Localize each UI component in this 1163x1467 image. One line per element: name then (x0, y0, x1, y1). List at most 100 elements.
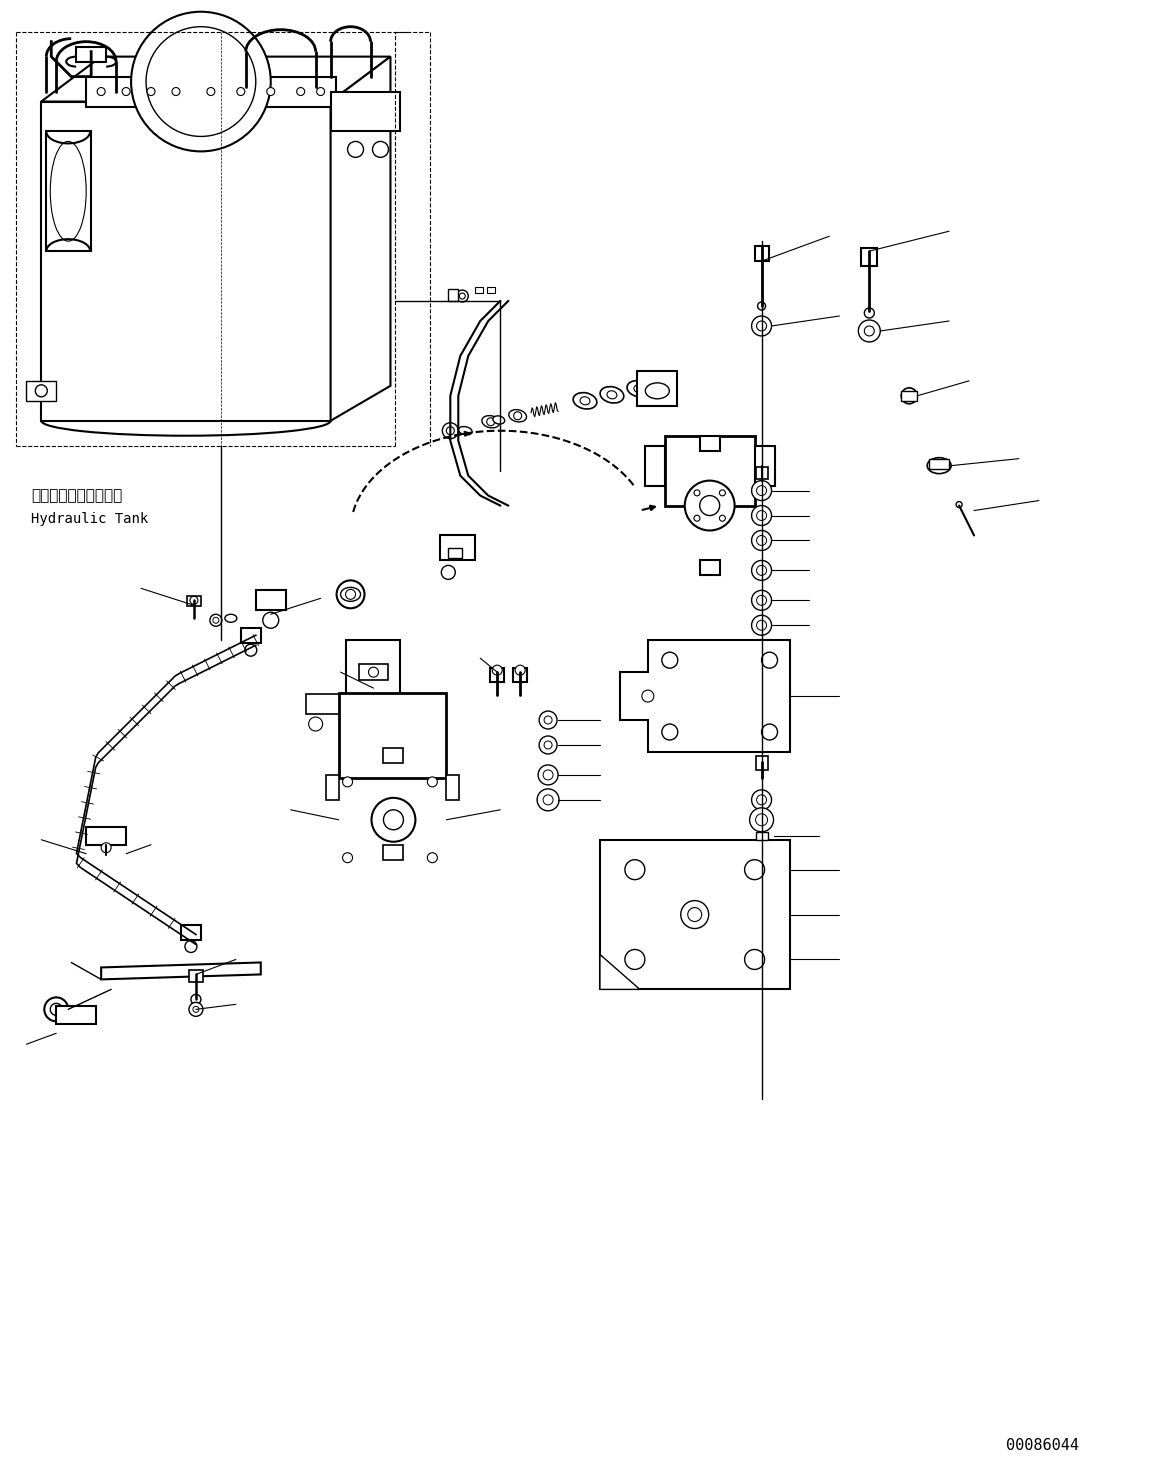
Circle shape (757, 535, 766, 546)
Ellipse shape (481, 415, 500, 428)
Circle shape (207, 88, 215, 95)
Bar (491, 667, 505, 682)
Circle shape (308, 717, 322, 731)
Circle shape (540, 736, 557, 754)
Ellipse shape (600, 387, 623, 403)
Circle shape (514, 412, 522, 420)
Circle shape (237, 88, 244, 95)
Bar (86, 76, 336, 107)
Circle shape (372, 141, 388, 157)
Polygon shape (42, 101, 330, 421)
Circle shape (744, 860, 764, 880)
Circle shape (543, 770, 554, 780)
Bar (358, 665, 388, 681)
Bar (56, 1006, 97, 1024)
Ellipse shape (508, 409, 527, 422)
Circle shape (404, 717, 418, 731)
Circle shape (757, 302, 765, 310)
Circle shape (263, 612, 279, 628)
Circle shape (190, 596, 198, 604)
Bar (330, 91, 400, 132)
Circle shape (744, 949, 764, 970)
Circle shape (266, 88, 274, 95)
Polygon shape (330, 57, 391, 421)
Bar (929, 459, 949, 468)
Circle shape (625, 949, 644, 970)
Bar (181, 924, 201, 939)
Circle shape (515, 665, 526, 675)
Circle shape (487, 418, 494, 425)
Ellipse shape (645, 383, 669, 399)
Bar (350, 695, 395, 703)
Circle shape (757, 565, 766, 575)
Circle shape (864, 308, 875, 318)
Circle shape (544, 716, 552, 725)
Ellipse shape (607, 390, 616, 399)
Bar (350, 719, 395, 728)
Text: 00086044: 00086044 (1006, 1438, 1079, 1454)
Circle shape (901, 387, 918, 403)
Circle shape (642, 689, 654, 703)
Circle shape (35, 384, 48, 396)
Ellipse shape (634, 384, 644, 393)
Bar (755, 246, 769, 261)
Circle shape (427, 778, 437, 786)
Bar (187, 596, 201, 606)
Circle shape (662, 653, 678, 667)
Bar (487, 288, 495, 293)
Circle shape (456, 290, 469, 302)
Circle shape (757, 621, 766, 631)
Circle shape (101, 842, 112, 852)
Circle shape (459, 293, 465, 299)
Circle shape (757, 486, 766, 496)
Circle shape (687, 908, 701, 921)
Circle shape (762, 653, 778, 667)
Circle shape (147, 88, 155, 95)
Bar (306, 694, 345, 714)
Circle shape (384, 810, 404, 830)
Ellipse shape (458, 427, 472, 434)
Circle shape (316, 88, 324, 95)
Bar (86, 827, 126, 845)
Bar (27, 381, 56, 400)
Polygon shape (42, 57, 391, 101)
Bar (400, 694, 426, 714)
Circle shape (172, 88, 180, 95)
Bar (188, 971, 202, 983)
Circle shape (537, 789, 559, 811)
Circle shape (369, 667, 378, 678)
Circle shape (492, 665, 502, 675)
Circle shape (213, 618, 219, 623)
Circle shape (543, 795, 554, 805)
Bar (447, 775, 459, 800)
Circle shape (427, 852, 437, 863)
Bar (700, 436, 720, 450)
Bar (644, 446, 665, 486)
Bar (476, 288, 484, 293)
Bar (756, 756, 768, 770)
Ellipse shape (224, 615, 237, 622)
Bar (384, 748, 404, 763)
Circle shape (343, 778, 352, 786)
Bar (77, 47, 106, 62)
Circle shape (191, 995, 201, 1005)
Ellipse shape (341, 587, 361, 601)
Circle shape (750, 808, 773, 832)
Circle shape (720, 490, 726, 496)
Circle shape (751, 481, 771, 500)
Circle shape (50, 1003, 63, 1015)
Circle shape (345, 590, 356, 600)
Bar (47, 132, 91, 251)
Circle shape (956, 502, 962, 508)
Bar (441, 535, 476, 560)
Circle shape (147, 26, 256, 136)
Circle shape (685, 481, 735, 531)
Circle shape (762, 725, 778, 739)
Bar (513, 667, 527, 682)
Circle shape (185, 940, 197, 952)
Circle shape (44, 998, 69, 1021)
Text: Hydraulic Tank: Hydraulic Tank (31, 512, 149, 525)
Bar (901, 390, 918, 400)
Circle shape (751, 590, 771, 610)
Bar (345, 640, 400, 695)
